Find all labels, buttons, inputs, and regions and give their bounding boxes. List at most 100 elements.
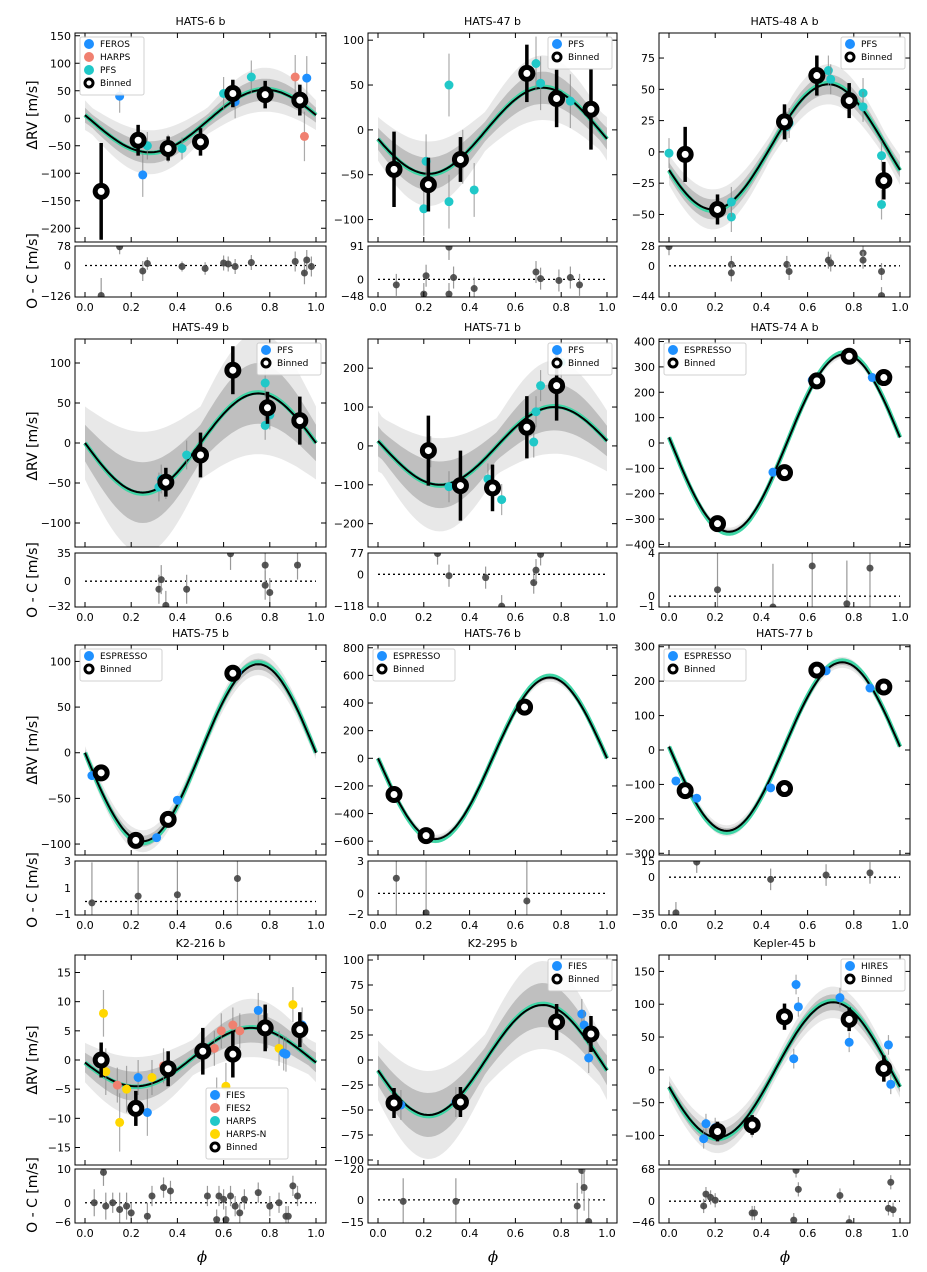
ytick-label: −200 bbox=[334, 518, 364, 531]
binned-point bbox=[776, 1008, 793, 1026]
panel-title: HATS-49 b bbox=[172, 321, 229, 334]
resid-point bbox=[201, 265, 209, 272]
legend-marker bbox=[377, 651, 387, 661]
xtick-label: 0.8 bbox=[261, 301, 279, 314]
resid-point bbox=[143, 1212, 151, 1220]
xtick-label: 0.2 bbox=[415, 919, 433, 932]
resid-frame bbox=[367, 245, 618, 298]
panel-title: K2-216 b bbox=[176, 937, 226, 950]
ytick-label: 200 bbox=[343, 362, 364, 375]
legend-label: PFS bbox=[100, 66, 116, 76]
resid-point bbox=[693, 861, 701, 866]
binned-point bbox=[419, 176, 437, 194]
binned-point bbox=[451, 1093, 469, 1111]
ytick-label: 800 bbox=[343, 642, 364, 655]
resid-point bbox=[498, 602, 506, 607]
xtick-label: 0.2 bbox=[122, 1227, 140, 1240]
binned-point bbox=[157, 473, 175, 491]
binned-point bbox=[192, 133, 209, 151]
data-point-pfs bbox=[497, 495, 507, 505]
binned-point bbox=[840, 347, 858, 365]
residual-plot bbox=[669, 861, 900, 915]
data-point-pfs bbox=[536, 381, 546, 391]
resid-point bbox=[450, 274, 458, 282]
resid-point bbox=[254, 1189, 262, 1197]
xtick-label: 0.4 bbox=[169, 1227, 187, 1240]
ytick-label: 25 bbox=[641, 115, 655, 128]
binned-point bbox=[548, 89, 566, 107]
resid-point bbox=[445, 572, 453, 580]
xtick-label: 0.2 bbox=[706, 611, 724, 624]
resid-frame bbox=[658, 552, 911, 608]
resid-point bbox=[266, 1202, 274, 1210]
ytick-label: 150 bbox=[634, 965, 655, 978]
data-point-pfs bbox=[444, 80, 454, 90]
binned-point bbox=[518, 418, 536, 436]
model-curve bbox=[84, 663, 317, 843]
panel-12: Kepler-45 b 150 100 50 0 −50 −100 HIRES Binned 68… bbox=[625, 937, 911, 1240]
plot-area bbox=[376, 961, 609, 1159]
resid-point bbox=[785, 268, 793, 275]
data-point-pfs bbox=[529, 437, 539, 447]
ytick-label: −200 bbox=[625, 813, 655, 826]
legend-marker-binned bbox=[376, 663, 388, 675]
xtick-label: 0.8 bbox=[261, 919, 279, 932]
ylabel-main-row4: ΔRV [m/s] bbox=[25, 1025, 41, 1094]
ytick-label: −10 bbox=[48, 1112, 71, 1125]
binned-point bbox=[743, 1116, 761, 1134]
resid-point bbox=[790, 1216, 798, 1223]
resid-point bbox=[143, 260, 151, 267]
legend-marker-binned bbox=[551, 973, 563, 985]
legend-label: ESPRESSO bbox=[684, 652, 731, 662]
xtick-label: 0.6 bbox=[507, 1227, 525, 1240]
xtick-label: 1.0 bbox=[307, 919, 325, 932]
ytick-label: −400 bbox=[334, 808, 364, 821]
resid-point bbox=[231, 263, 239, 270]
ylabel-resid-row1: O - C [m/s] bbox=[25, 233, 41, 309]
legend: PFS Binned bbox=[256, 342, 322, 376]
xtick-label: 0.8 bbox=[552, 919, 570, 932]
xtick-label: 0.4 bbox=[169, 301, 187, 314]
xtick-label: 0.0 bbox=[660, 1227, 678, 1240]
legend: PFS Binned bbox=[547, 36, 613, 70]
legend-marker-binned bbox=[260, 357, 272, 369]
data-point-feros bbox=[138, 170, 148, 180]
resid-ytick-label: 0 bbox=[357, 1194, 364, 1207]
ytick-label: 50 bbox=[350, 1004, 364, 1017]
xtick-label: 0.8 bbox=[845, 919, 863, 932]
model-curve bbox=[668, 353, 901, 533]
binned-point bbox=[709, 1123, 727, 1141]
ytick-label: −150 bbox=[41, 195, 71, 208]
ytick-label: −100 bbox=[625, 778, 655, 791]
legend-label: HARPS-N bbox=[226, 1130, 266, 1140]
xtick-label: 0.4 bbox=[753, 1227, 771, 1240]
legend-marker bbox=[210, 1103, 220, 1113]
binned-point bbox=[194, 1042, 212, 1060]
resid-ytick-label: 1 bbox=[64, 882, 71, 895]
model-curve bbox=[84, 88, 317, 154]
resid-point bbox=[166, 1187, 174, 1195]
xtick-label: 0.0 bbox=[76, 1227, 94, 1240]
binned-point bbox=[484, 479, 501, 497]
resid-ytick-label: 28 bbox=[641, 240, 655, 253]
binned-point bbox=[291, 412, 309, 430]
binned-point bbox=[582, 1025, 600, 1043]
xtick-label: 0.8 bbox=[552, 611, 570, 624]
resid-point bbox=[585, 1217, 593, 1223]
data-point-fies bbox=[577, 1009, 587, 1019]
legend: ESPRESSO Binned bbox=[372, 648, 456, 682]
panel-title: HATS-75 b bbox=[172, 627, 229, 640]
binned-point bbox=[385, 160, 403, 178]
resid-point bbox=[157, 576, 165, 584]
binned-point bbox=[224, 85, 242, 102]
legend-marker bbox=[210, 1116, 220, 1126]
legend-box bbox=[372, 648, 456, 682]
resid-ytick-label: 0 bbox=[357, 568, 364, 581]
resid-point bbox=[859, 256, 867, 264]
resid-point bbox=[808, 562, 816, 570]
legend-label: Binned bbox=[568, 53, 599, 63]
data-point-fies bbox=[253, 1005, 263, 1015]
data-point-harps-n bbox=[115, 1117, 125, 1127]
main-frame bbox=[658, 954, 911, 1166]
ytick-label: −100 bbox=[41, 517, 71, 530]
